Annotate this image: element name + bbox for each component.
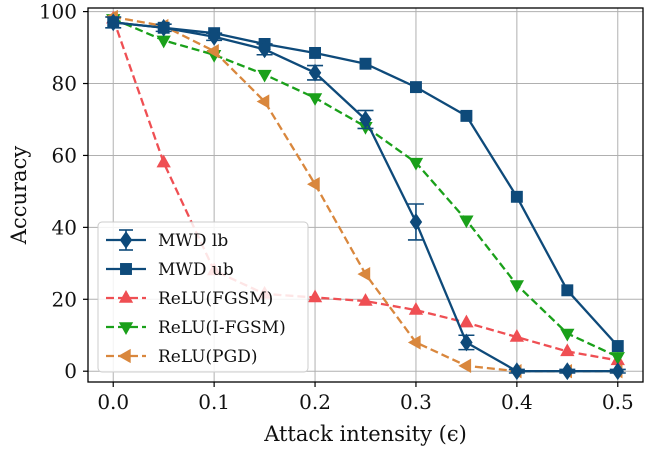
- y-tick-label: 100: [39, 0, 77, 24]
- marker-diamond: [207, 27, 221, 46]
- marker-triangle-left: [407, 335, 421, 350]
- x-tick-label: 0.3: [400, 390, 432, 414]
- series-mwd-lb: [105, 13, 626, 381]
- legend-item: ReLU(PGD): [106, 347, 257, 367]
- marker-diamond: [308, 63, 322, 82]
- legend-label: ReLU(PGD): [158, 347, 257, 367]
- legend-label: MWD ub: [158, 260, 234, 280]
- marker-triangle-down: [408, 157, 424, 171]
- legend-label: MWD lb: [158, 231, 228, 251]
- y-tick-label: 40: [52, 215, 77, 239]
- marker-diamond: [258, 40, 271, 59]
- marker-diamond: [157, 18, 170, 37]
- marker-triangle-up: [560, 343, 575, 357]
- marker-triangle-left: [117, 348, 131, 364]
- legend-label: ReLU(I-FGSM): [158, 318, 286, 338]
- marker-triangle-left: [206, 43, 219, 59]
- legend-box: [97, 221, 309, 373]
- x-tick-label: 0.0: [97, 390, 129, 414]
- marker-square: [611, 340, 624, 352]
- marker-diamond: [460, 333, 473, 352]
- legend-item: MWD lb: [106, 229, 228, 251]
- marker-diamond: [359, 110, 372, 129]
- marker-square: [359, 57, 372, 70]
- marker-triangle-up: [307, 289, 323, 303]
- marker-diamond: [510, 362, 524, 381]
- marker-triangle-down: [459, 215, 474, 229]
- legend-item: ReLU(I-FGSM): [106, 318, 286, 338]
- legend-item: MWD ub: [106, 260, 234, 280]
- marker-square: [460, 109, 473, 122]
- marker-diamond: [611, 362, 624, 381]
- x-tick-label: 0.4: [501, 390, 533, 414]
- axis-ticks: 0.0 0.1 0.2 0.3 0.4 0.5 0 20 40 60 80 100: [39, 0, 634, 414]
- marker-triangle-down: [560, 328, 575, 342]
- y-tick-label: 0: [64, 359, 77, 383]
- marker-triangle-up: [156, 154, 171, 168]
- marker-square: [120, 263, 132, 275]
- marker-triangle-left: [357, 266, 371, 282]
- y-tick-label: 60: [52, 143, 77, 167]
- plot-frame: [87, 7, 644, 383]
- marker-triangle-left: [256, 94, 270, 109]
- marker-square: [309, 46, 322, 59]
- marker-triangle-down: [509, 280, 525, 293]
- marker-diamond: [107, 13, 120, 32]
- marker-triangle-up: [118, 289, 134, 303]
- marker-diamond: [561, 362, 574, 381]
- marker-diamond: [119, 231, 133, 249]
- marker-triangle-down: [257, 69, 272, 83]
- marker-triangle-up: [459, 314, 474, 328]
- x-axis-label: Attack intensity (ϵ): [263, 422, 467, 446]
- x-tick-label: 0.2: [299, 390, 331, 414]
- y-axis-label: Accuracy: [7, 146, 31, 246]
- marker-triangle-down: [307, 93, 323, 106]
- series-line: [112, 17, 619, 358]
- marker-triangle-up: [358, 293, 373, 306]
- marker-triangle-down: [610, 352, 625, 365]
- y-tick-label: 20: [52, 287, 77, 311]
- y-tick-label: 80: [52, 72, 77, 96]
- marker-triangle-up: [408, 302, 424, 315]
- legend-label: ReLU(FGSM): [158, 289, 273, 309]
- marker-triangle-left: [307, 177, 320, 192]
- marker-triangle-up: [509, 329, 525, 342]
- x-tick-label: 0.1: [198, 390, 230, 414]
- marker-triangle-down: [118, 322, 134, 336]
- x-tick-label: 0.5: [602, 390, 634, 414]
- marker-diamond: [409, 213, 423, 231]
- marker-square: [561, 284, 574, 297]
- marker-square: [510, 190, 523, 203]
- legend: MWD lb MWD ub ReLU(FGSM) ReLU(I-FGSM) ReLU(P…: [97, 221, 309, 373]
- marker-triangle-left: [458, 358, 472, 373]
- legend-item: ReLU(FGSM): [106, 289, 273, 309]
- marker-square: [409, 81, 422, 94]
